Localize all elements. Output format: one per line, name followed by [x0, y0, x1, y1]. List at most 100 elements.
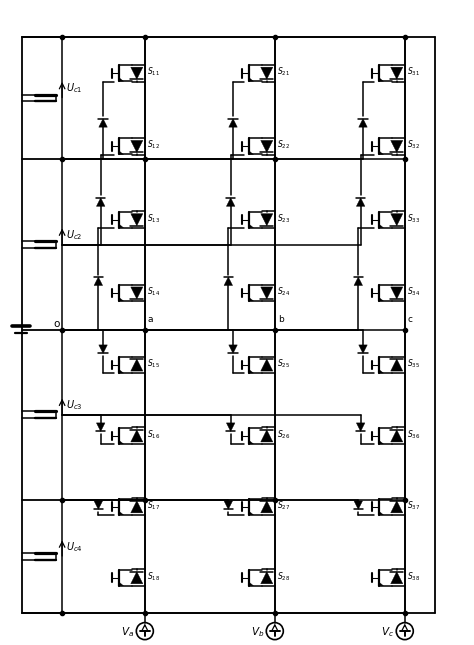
Polygon shape	[119, 224, 124, 228]
Text: $S_{32}$: $S_{32}$	[407, 139, 420, 152]
Polygon shape	[354, 501, 363, 510]
Polygon shape	[131, 213, 143, 226]
Polygon shape	[379, 370, 383, 373]
Polygon shape	[131, 359, 143, 371]
Polygon shape	[261, 141, 273, 152]
Polygon shape	[391, 430, 403, 442]
Polygon shape	[379, 224, 383, 228]
Polygon shape	[227, 423, 235, 432]
Polygon shape	[261, 67, 273, 79]
Text: $S_{12}$: $S_{12}$	[147, 139, 160, 152]
Text: $S_{38}$: $S_{38}$	[407, 570, 420, 582]
Text: $S_{14}$: $S_{14}$	[147, 286, 160, 298]
Polygon shape	[261, 213, 273, 226]
Text: b: b	[278, 315, 283, 324]
Text: o: o	[53, 319, 59, 329]
Polygon shape	[224, 277, 233, 286]
Polygon shape	[261, 287, 273, 299]
Text: $S_{26}$: $S_{26}$	[277, 428, 290, 441]
Polygon shape	[391, 501, 403, 513]
Polygon shape	[379, 77, 383, 81]
Polygon shape	[131, 501, 143, 513]
Polygon shape	[249, 511, 254, 515]
Text: $S_{25}$: $S_{25}$	[277, 357, 290, 370]
Polygon shape	[131, 67, 143, 79]
Text: $V_c$: $V_c$	[382, 625, 394, 639]
Polygon shape	[249, 441, 254, 444]
Polygon shape	[356, 423, 365, 432]
Polygon shape	[119, 77, 124, 81]
Polygon shape	[119, 582, 124, 586]
Polygon shape	[379, 297, 383, 301]
Text: $U_{c4}$: $U_{c4}$	[66, 540, 83, 554]
Polygon shape	[249, 224, 254, 228]
Polygon shape	[379, 582, 383, 586]
Polygon shape	[119, 511, 124, 515]
Polygon shape	[119, 370, 124, 373]
Polygon shape	[356, 198, 365, 206]
Polygon shape	[379, 441, 383, 444]
Polygon shape	[249, 151, 254, 155]
Text: $S_{16}$: $S_{16}$	[147, 428, 160, 441]
Text: $S_{31}$: $S_{31}$	[407, 66, 420, 78]
Text: $S_{11}$: $S_{11}$	[147, 66, 160, 78]
Polygon shape	[391, 571, 403, 584]
Text: $S_{21}$: $S_{21}$	[277, 66, 290, 78]
Polygon shape	[261, 430, 273, 442]
Polygon shape	[96, 198, 105, 206]
Text: $S_{36}$: $S_{36}$	[407, 428, 420, 441]
Text: $S_{13}$: $S_{13}$	[147, 212, 160, 224]
Polygon shape	[94, 501, 102, 510]
Polygon shape	[131, 571, 143, 584]
Polygon shape	[229, 345, 237, 353]
Text: $S_{18}$: $S_{18}$	[147, 570, 160, 582]
Polygon shape	[359, 119, 367, 127]
Polygon shape	[119, 151, 124, 155]
Polygon shape	[249, 370, 254, 373]
Text: a: a	[148, 315, 153, 324]
Polygon shape	[359, 345, 367, 353]
Text: $S_{15}$: $S_{15}$	[147, 357, 160, 370]
Polygon shape	[354, 277, 363, 286]
Text: $S_{22}$: $S_{22}$	[277, 139, 290, 152]
Text: $S_{23}$: $S_{23}$	[277, 212, 290, 224]
Polygon shape	[99, 345, 107, 353]
Polygon shape	[131, 287, 143, 299]
Text: $U_{c1}$: $U_{c1}$	[66, 82, 82, 95]
Polygon shape	[99, 119, 107, 127]
Polygon shape	[379, 511, 383, 515]
Polygon shape	[391, 141, 403, 152]
Polygon shape	[119, 441, 124, 444]
Polygon shape	[261, 571, 273, 584]
Polygon shape	[227, 198, 235, 206]
Text: c: c	[408, 315, 412, 324]
Polygon shape	[391, 287, 403, 299]
Polygon shape	[119, 297, 124, 301]
Text: $S_{17}$: $S_{17}$	[147, 499, 160, 512]
Text: $S_{37}$: $S_{37}$	[407, 499, 420, 512]
Polygon shape	[249, 297, 254, 301]
Polygon shape	[391, 67, 403, 79]
Text: $S_{24}$: $S_{24}$	[277, 286, 290, 298]
Polygon shape	[249, 582, 254, 586]
Polygon shape	[249, 77, 254, 81]
Text: $S_{34}$: $S_{34}$	[407, 286, 420, 298]
Text: $V_a$: $V_a$	[121, 625, 135, 639]
Polygon shape	[131, 141, 143, 152]
Text: $U_{c2}$: $U_{c2}$	[66, 228, 82, 242]
Text: $U_{c3}$: $U_{c3}$	[66, 399, 82, 412]
Text: $S_{35}$: $S_{35}$	[407, 357, 420, 370]
Text: $S_{33}$: $S_{33}$	[407, 212, 420, 224]
Polygon shape	[391, 213, 403, 226]
Text: $S_{27}$: $S_{27}$	[277, 499, 290, 512]
Polygon shape	[261, 501, 273, 513]
Polygon shape	[379, 151, 383, 155]
Polygon shape	[131, 430, 143, 442]
Polygon shape	[261, 359, 273, 371]
Text: $V_b$: $V_b$	[251, 625, 264, 639]
Polygon shape	[224, 501, 233, 510]
Polygon shape	[229, 119, 237, 127]
Polygon shape	[391, 359, 403, 371]
Text: $S_{28}$: $S_{28}$	[277, 570, 290, 582]
Polygon shape	[96, 423, 105, 432]
